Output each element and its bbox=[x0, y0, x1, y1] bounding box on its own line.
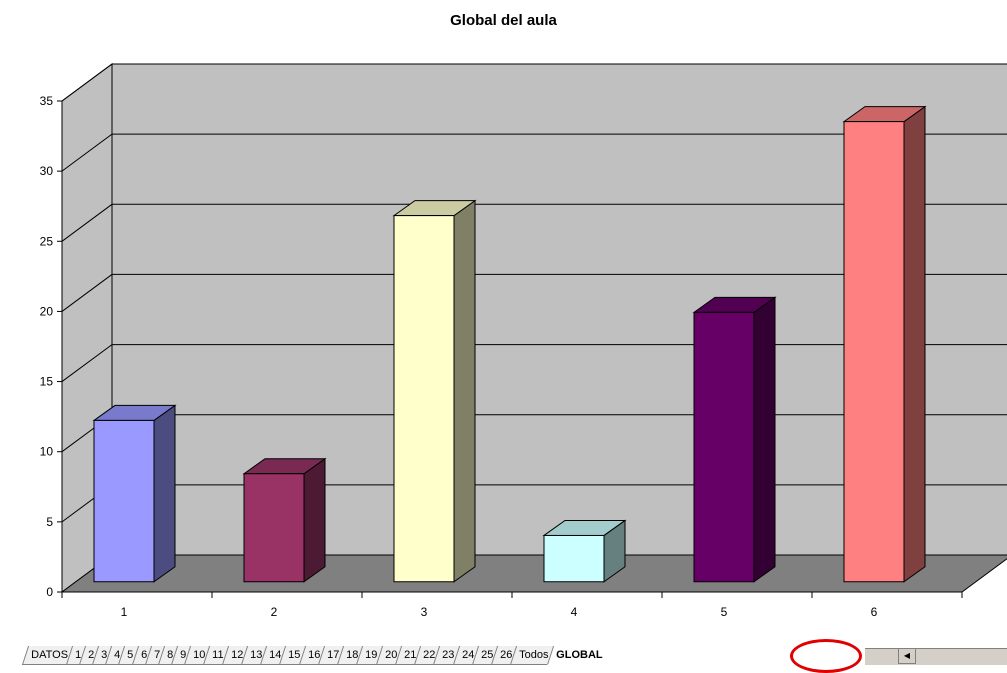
x-tick-label: 2 bbox=[271, 605, 278, 619]
chart-bars bbox=[92, 105, 927, 583]
bar bbox=[542, 519, 627, 583]
horizontal-scrollbar[interactable] bbox=[865, 648, 1007, 665]
bar-front-face bbox=[543, 534, 605, 583]
x-tick-label: 4 bbox=[571, 605, 578, 619]
y-tick-label: 35 bbox=[40, 94, 54, 108]
chart-title: Global del aula bbox=[450, 12, 557, 29]
bar-side-face bbox=[453, 199, 476, 583]
bar-side-face bbox=[153, 404, 176, 583]
bar-side-face bbox=[303, 457, 326, 583]
chart-axes: 0 5 10 15 20 25 30 35 1 2 3 4 5 6 bbox=[40, 94, 963, 619]
sheet-tab-label: DATOS bbox=[31, 649, 69, 661]
bar bbox=[392, 199, 477, 583]
bar-front-face bbox=[243, 473, 305, 583]
x-tick-label: 6 bbox=[871, 605, 878, 619]
y-tick-label: 25 bbox=[40, 234, 54, 248]
bar-side-face bbox=[903, 105, 926, 583]
bar-front-face bbox=[843, 121, 905, 583]
sheet-tab-strip: DATOS 1 2 3 4 5 6 7 8 9 10 11 12 13 14 15 16 17 18 19 20 21 22… bbox=[21, 645, 610, 665]
bar bbox=[842, 105, 927, 583]
sheet-tab-label: Todos bbox=[519, 649, 549, 661]
gridline bbox=[61, 133, 1007, 172]
sheet-tabs-bar: DATOS 1 2 3 4 5 6 7 8 9 10 11 12 13 14 15 16 17 18 19 20 21 22… bbox=[0, 643, 1007, 668]
y-tick-label: 30 bbox=[40, 164, 54, 178]
scroll-left-arrow-icon[interactable]: ◀ bbox=[898, 648, 916, 664]
bar-front-face bbox=[693, 311, 755, 583]
y-tick-label: 10 bbox=[40, 445, 54, 459]
y-tick-label: 0 bbox=[46, 585, 53, 599]
bar-side-face bbox=[753, 296, 776, 583]
x-tick-label: 1 bbox=[121, 605, 128, 619]
x-tick-label: 5 bbox=[721, 605, 728, 619]
gridline bbox=[61, 203, 1007, 242]
y-tick-label: 20 bbox=[40, 304, 54, 318]
bar-front-face bbox=[393, 215, 455, 583]
gridline bbox=[61, 273, 1007, 312]
y-tick-label: 15 bbox=[40, 375, 54, 389]
x-tick-label: 3 bbox=[421, 605, 428, 619]
bar bbox=[92, 404, 177, 583]
chart-plot-area: 0 5 10 15 20 25 30 35 1 2 3 4 5 6 bbox=[40, 63, 1007, 619]
y-tick-label: 5 bbox=[46, 515, 53, 529]
bar bbox=[242, 457, 327, 583]
bar bbox=[692, 296, 777, 583]
bar-front-face bbox=[93, 419, 155, 583]
sheet-tab-label: GLOBAL bbox=[555, 649, 603, 661]
sheet-tab-active[interactable]: GLOBAL bbox=[546, 646, 610, 665]
gridline bbox=[61, 63, 1007, 102]
